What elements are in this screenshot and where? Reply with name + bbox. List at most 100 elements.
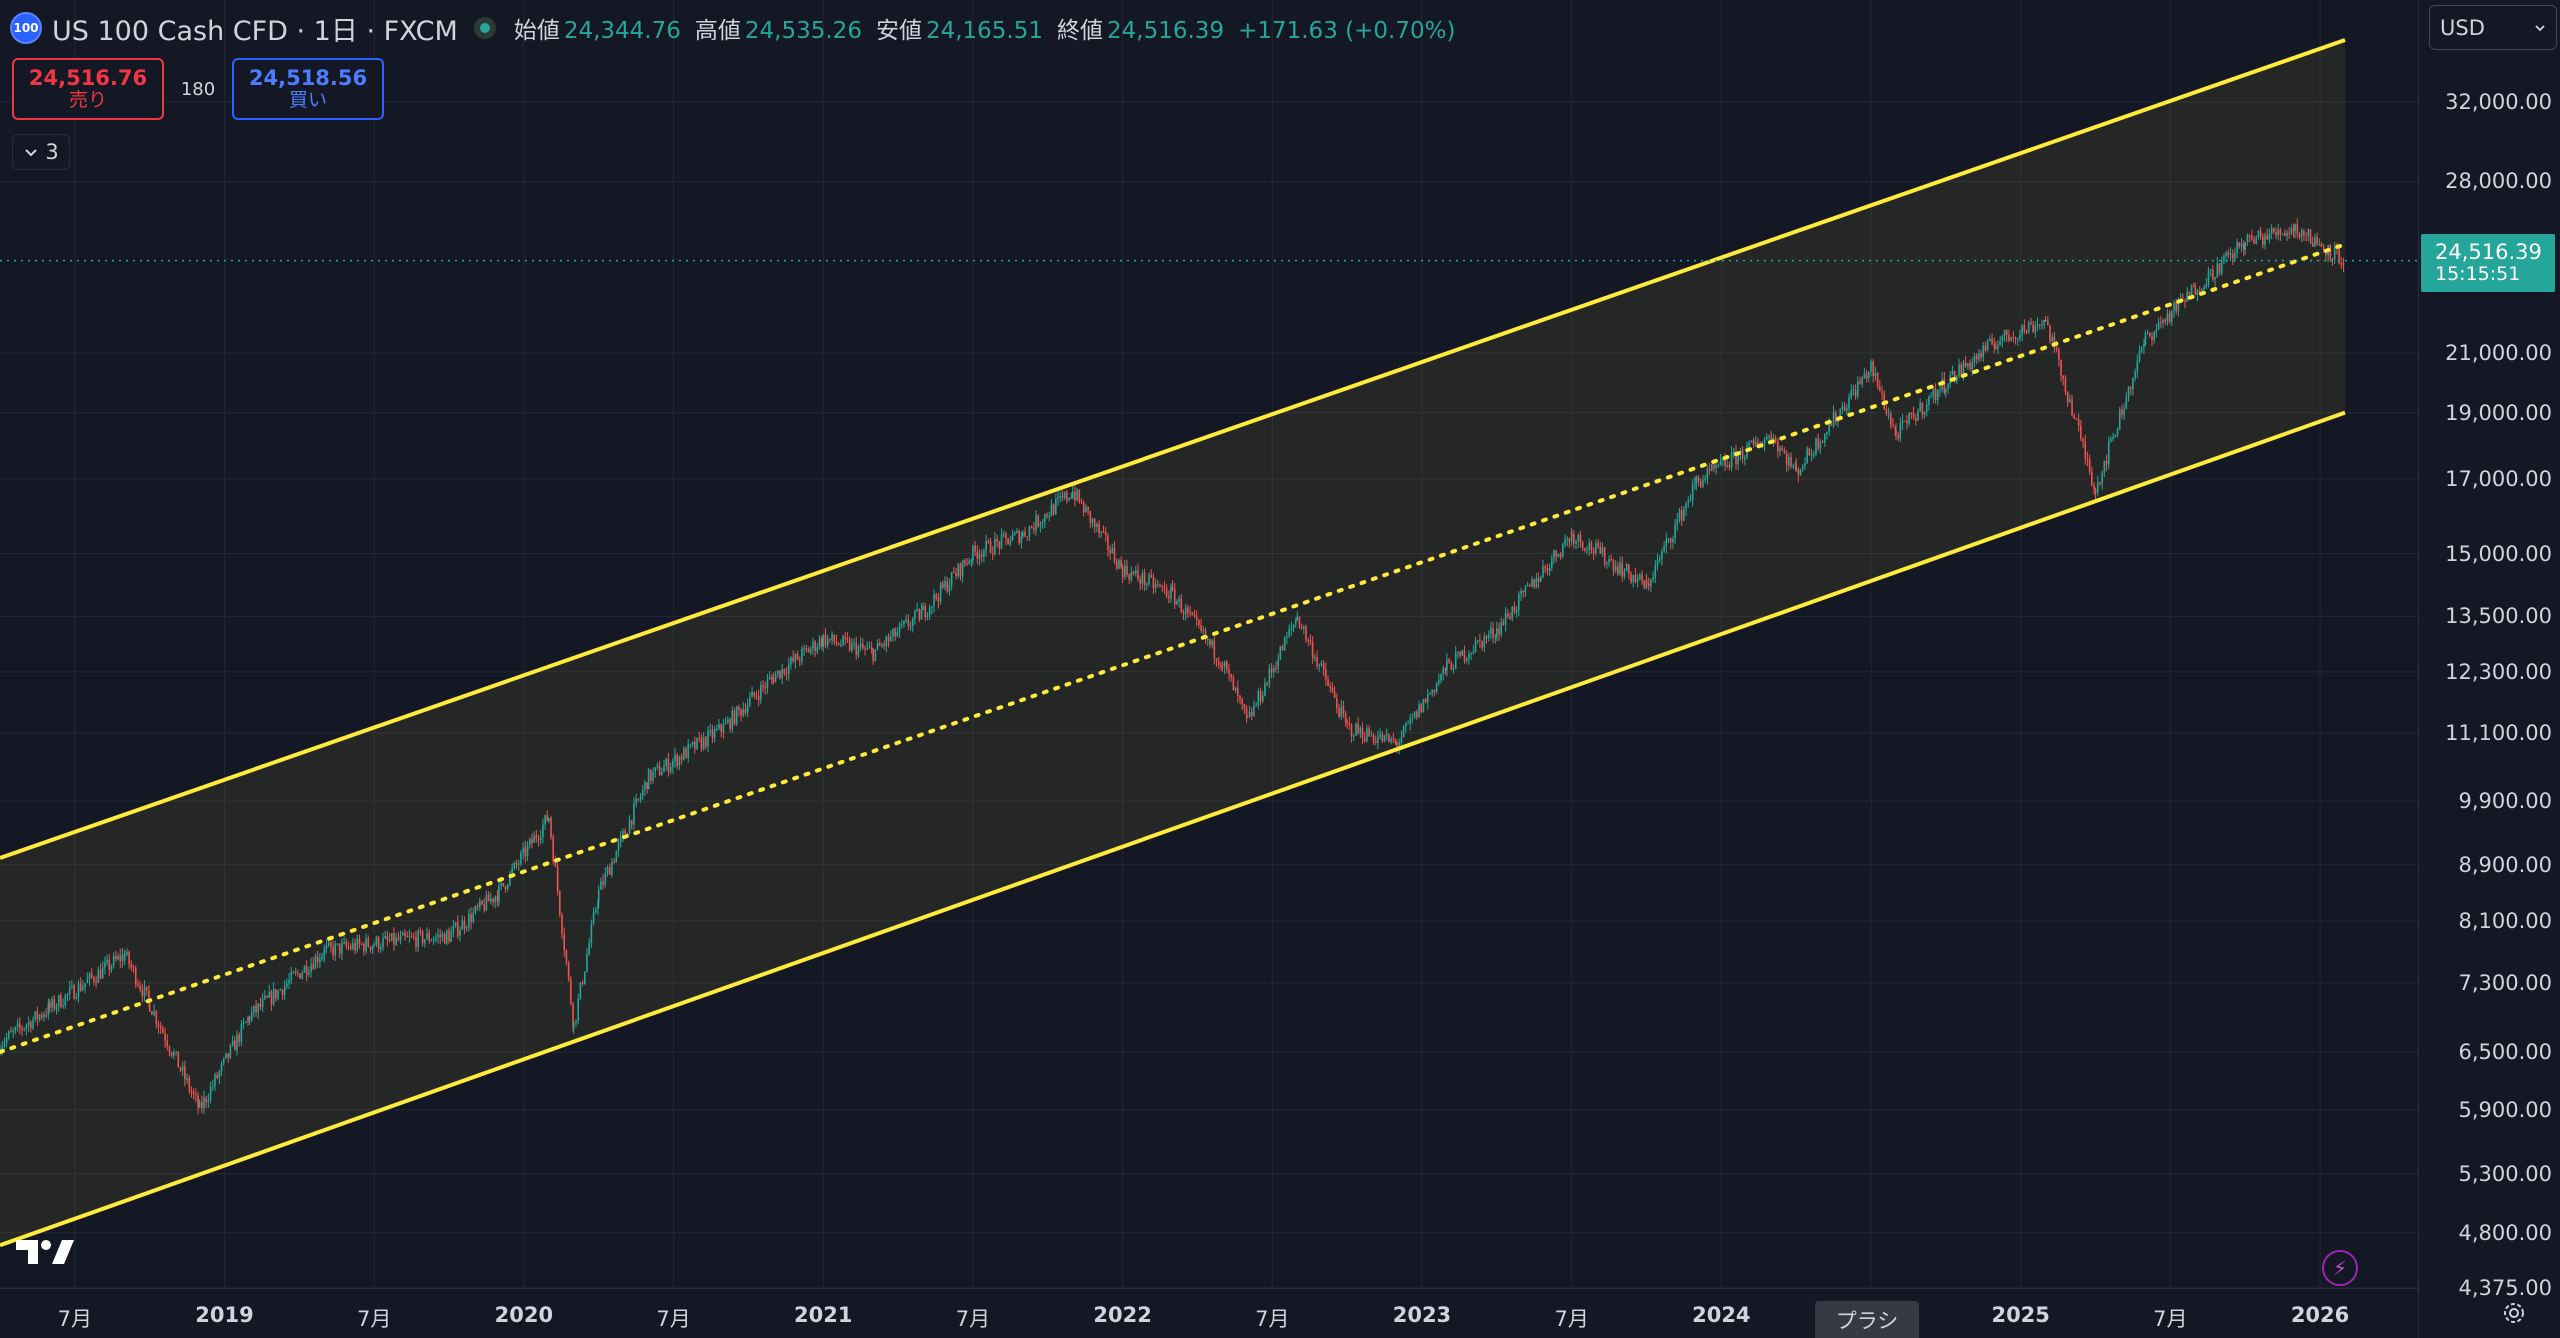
candle-body (1163, 586, 1166, 589)
candle-body (707, 730, 709, 747)
price-chart[interactable] (0, 0, 2418, 1288)
candle-body (840, 644, 842, 646)
candle-body (238, 1034, 240, 1042)
candle-body (2107, 441, 2110, 465)
market-status-icon[interactable] (473, 17, 496, 39)
candle-body (2248, 234, 2251, 236)
candle-body (2021, 325, 2023, 335)
low-value: 24,165.51 (925, 18, 1044, 44)
candle-body (1241, 699, 1243, 704)
candle-body (36, 1011, 39, 1020)
candle-body (866, 647, 869, 650)
buy-button[interactable]: 24,518.56 買い (232, 58, 384, 120)
tradingview-logo-icon[interactable] (16, 1236, 74, 1272)
candle-body (1381, 734, 1384, 742)
candle-body (1559, 554, 1562, 557)
candle-body (308, 972, 310, 975)
candle-body (803, 648, 805, 650)
candle-body (727, 719, 729, 723)
candle-body (1910, 412, 1913, 414)
candle-body (2043, 319, 2045, 325)
candle-body (141, 989, 144, 997)
candle-body (386, 936, 389, 940)
candle-body (220, 1063, 223, 1072)
candle-body (130, 964, 133, 968)
candle-body (1986, 340, 1989, 351)
candle-body (1429, 693, 1431, 695)
candle-body (1765, 436, 1768, 440)
low-label: 安値 (875, 18, 922, 44)
candle-body (1667, 538, 1670, 540)
time-tick: 2023 (1392, 1303, 1452, 1327)
candle-body (214, 1074, 216, 1086)
price-tick: 8,100.00 (2458, 908, 2552, 933)
candle-body (1932, 388, 1935, 397)
candle-body (757, 696, 760, 700)
currency-select[interactable]: USD (2429, 5, 2557, 50)
candle-body (613, 861, 615, 863)
candle-body (1522, 590, 1525, 592)
candle-body (1557, 554, 1560, 557)
candle-body (2314, 237, 2316, 247)
candle-body (837, 643, 840, 646)
candle-body (713, 729, 716, 738)
candle-body (1120, 560, 1122, 567)
candle-body (980, 554, 983, 557)
time-tick: 7月 (1554, 1307, 1589, 1331)
candle-body (1223, 661, 1226, 668)
candle-body (446, 930, 448, 944)
candle-body (2101, 472, 2103, 485)
candle-body (2084, 441, 2087, 459)
candle-body (1699, 481, 1702, 487)
candle-body (1743, 457, 1746, 459)
candle-body (1005, 533, 1007, 539)
candle-body (1936, 389, 1939, 400)
candle-body (781, 668, 783, 679)
candle-body (1211, 640, 1213, 646)
candle-body (1294, 620, 1297, 625)
candle-body (1492, 628, 1494, 638)
candle-body (327, 942, 330, 946)
candle-body (1826, 432, 1828, 435)
candle-body (1148, 574, 1150, 584)
candle-body (572, 1003, 574, 1028)
candle-body (1385, 734, 1388, 736)
candle-body (1645, 579, 1648, 584)
candle-body (694, 741, 696, 750)
chart-pane[interactable]: 100 US 100 Cash CFD · 1日 · FXCM 始値 24,34… (0, 0, 2418, 1288)
candle-body (985, 540, 987, 551)
candle-body (277, 990, 279, 999)
symbol-logo[interactable]: 100 (10, 12, 42, 44)
symbol-title[interactable]: US 100 Cash CFD · 1日 · FXCM (52, 15, 458, 47)
candle-body (597, 901, 599, 910)
candle-body (2132, 378, 2134, 389)
lightning-icon[interactable]: ⚡ (2322, 1250, 2358, 1286)
candle-body (225, 1053, 227, 1059)
candle-body (1039, 523, 1042, 527)
candle-body (408, 936, 411, 938)
price-axis[interactable]: USD 32,000.00 28,000.00 21,000.00 19,000.00… (2418, 0, 2560, 1300)
time-axis[interactable]: 7月 2019 7月 2020 7月 2021 7月 2022 7月 2023 7月 2024 7月 20… (0, 1288, 2418, 1338)
chart-settings-button[interactable] (2418, 1288, 2560, 1338)
candle-body (266, 996, 268, 998)
candle-body (301, 972, 304, 979)
candle-body (1195, 616, 1198, 620)
candle-body (931, 606, 933, 608)
candle-body (2116, 429, 2119, 435)
price-tick: 21,000.00 (2445, 340, 2552, 365)
indicators-toggle-button[interactable]: 3 (12, 134, 70, 170)
candle-body (426, 933, 428, 940)
sell-button[interactable]: 24,516.76 売り (12, 58, 164, 120)
candle-body (1246, 716, 1249, 718)
candle-body (676, 754, 679, 767)
candle-body (84, 983, 86, 987)
candle-body (1366, 728, 1368, 742)
candle-body (1526, 585, 1529, 587)
candle-body (1621, 562, 1624, 577)
candle-body (592, 912, 595, 925)
candle-body (1704, 478, 1706, 480)
candle-body (1253, 705, 1255, 716)
candle-body (628, 820, 631, 834)
candle-body (2034, 326, 2037, 333)
candle-body (288, 979, 290, 984)
